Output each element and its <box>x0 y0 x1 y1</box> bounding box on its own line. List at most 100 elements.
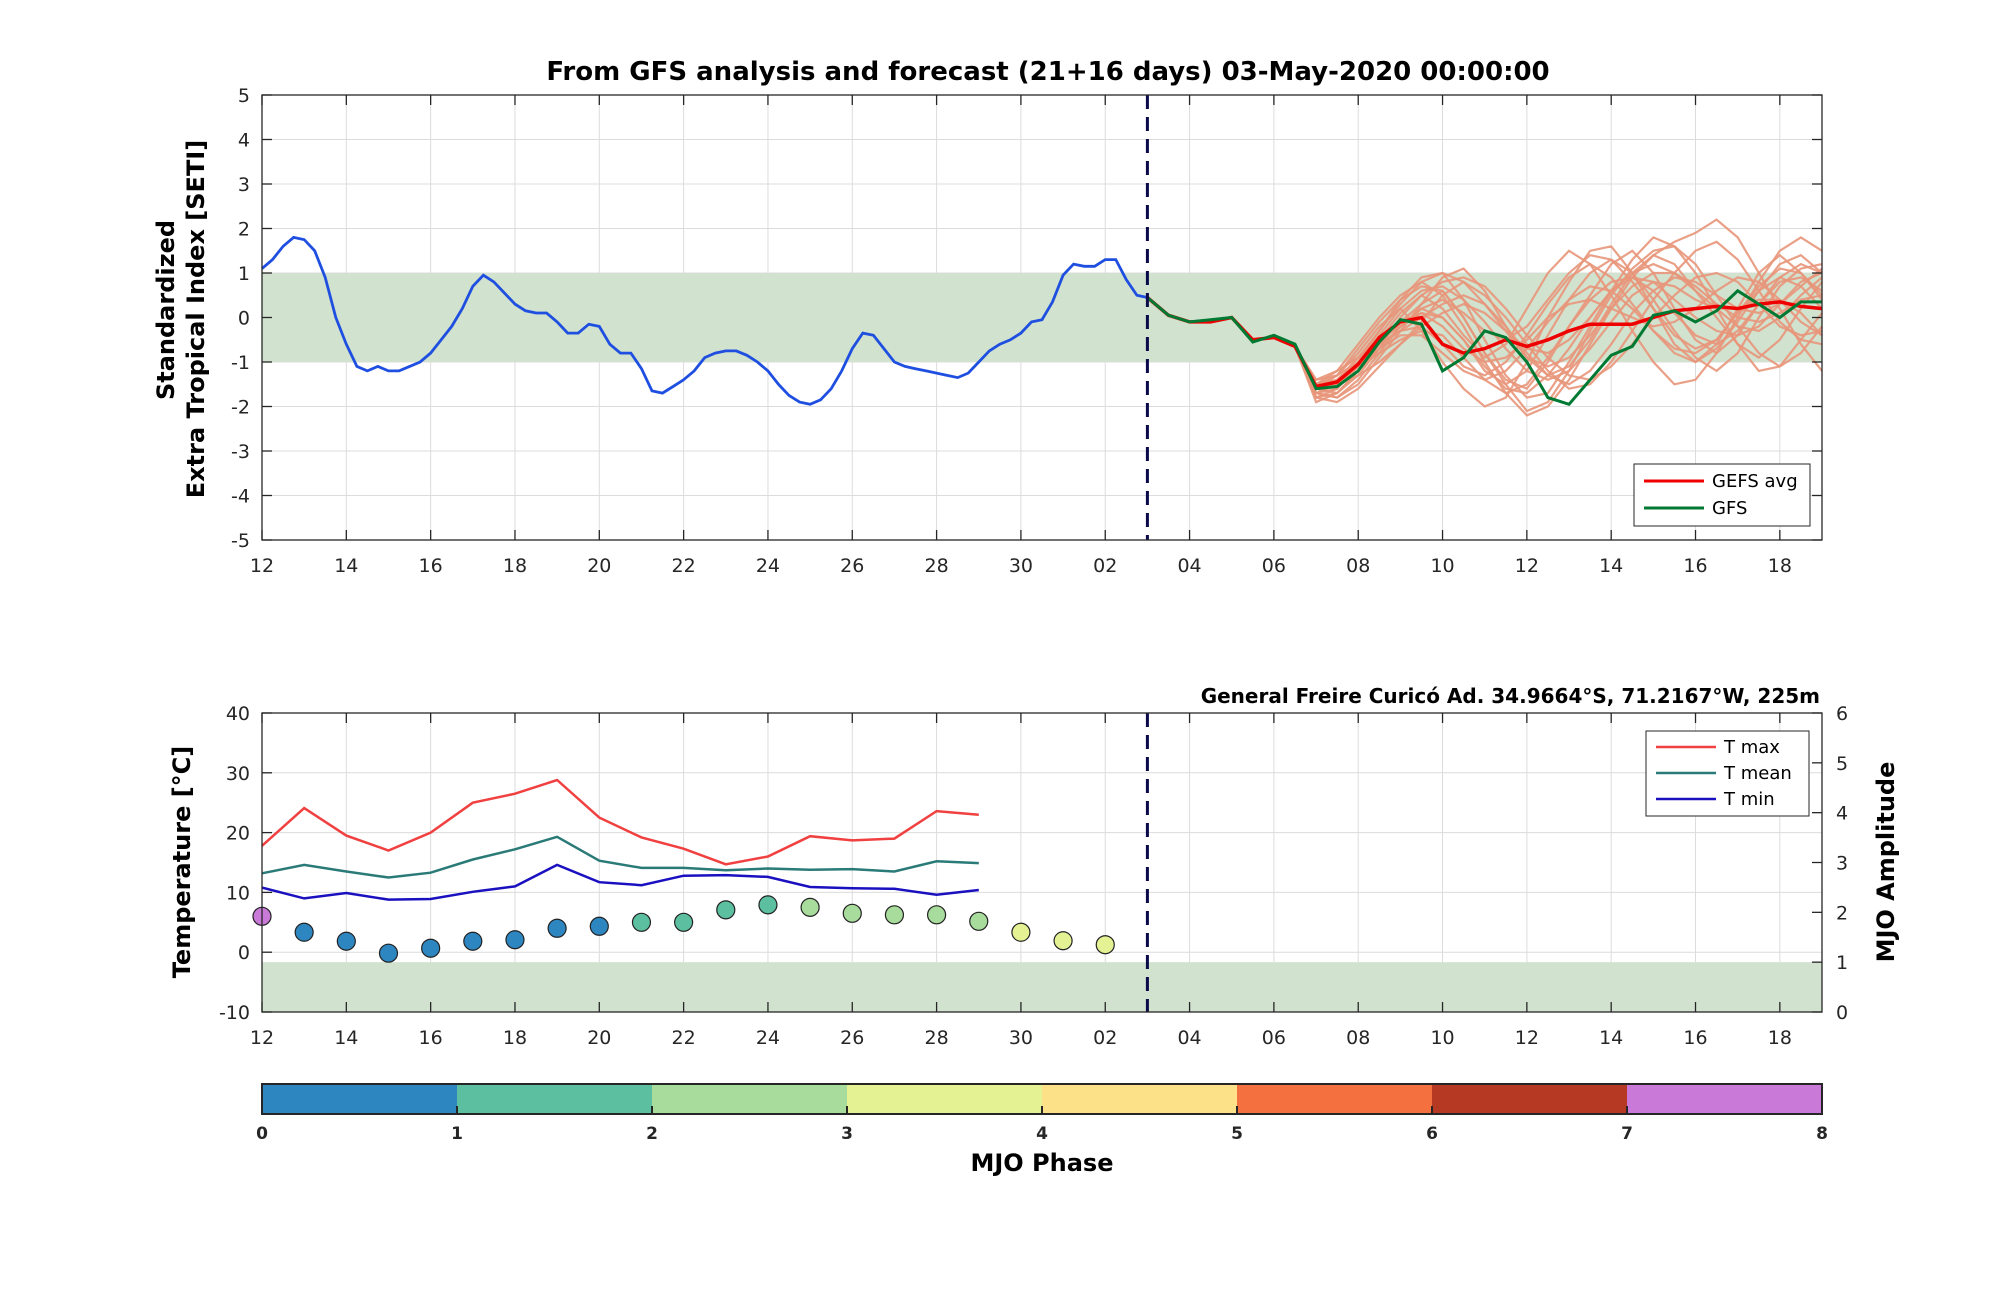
y-right-tick-label: 3 <box>1836 853 1848 875</box>
mjo-points <box>252 895 1115 963</box>
mjo-point <box>884 905 905 925</box>
y-right-tick-label: 6 <box>1836 703 1848 725</box>
colorbar-tick-label: 5 <box>1231 1124 1243 1144</box>
mjo-point <box>842 903 862 923</box>
x-tick-label: 12 <box>250 1027 274 1049</box>
colorbar-tick-label: 0 <box>256 1124 268 1144</box>
y-tick-label: 20 <box>226 823 250 845</box>
x-tick-label: 30 <box>1009 1027 1033 1049</box>
mjo-point <box>758 895 778 915</box>
x-tick-label: 24 <box>756 1027 780 1049</box>
seti-y-ticks: -5 -4 -3 -2 -1 0 1 2 3 4 5 <box>231 85 1822 552</box>
x-tick-label: 14 <box>334 555 358 577</box>
legend-gfs-label: GFS <box>1712 498 1747 519</box>
mjo-phase-colorbar: 0 1 2 3 4 5 6 7 8 MJO Phase <box>256 1083 1828 1177</box>
colorbar-tick-label: 2 <box>646 1124 658 1144</box>
mjo-point <box>421 938 441 958</box>
x-tick-label: 10 <box>1430 555 1454 577</box>
mjo-point <box>716 900 736 920</box>
y-tick-label: 4 <box>238 130 250 152</box>
x-tick-label: 16 <box>1683 1027 1707 1049</box>
x-tick-label: 28 <box>925 1027 949 1049</box>
temperature-y-ticks: -10 0 10 20 30 40 <box>219 703 272 1024</box>
y-tick-label: 0 <box>238 942 250 964</box>
temperature-x-ticks: 12 14 16 18 20 22 24 26 28 30 02 04 06 08 10 12 14 16 18 <box>250 713 1792 1049</box>
legend-gefs-avg-label: GEFS avg <box>1712 471 1798 492</box>
mjo-amplitude-ylabel: MJO Amplitude <box>1872 762 1900 963</box>
gfs-forecast-line <box>1146 288 1822 407</box>
mjo-point <box>1095 935 1115 955</box>
mjo-point <box>294 922 314 942</box>
mjo-point <box>800 897 820 917</box>
mjo-point <box>1053 931 1073 951</box>
x-tick-label: 18 <box>503 1027 527 1049</box>
seti-x-ticks: 12 14 16 18 20 22 24 26 28 30 02 04 06 08 10 12 14 16 18 <box>250 95 1792 577</box>
x-tick-label: 14 <box>1599 555 1623 577</box>
x-tick-label: 14 <box>1599 1027 1623 1049</box>
y-tick-label: -1 <box>231 352 250 374</box>
x-tick-label: 12 <box>1515 1027 1539 1049</box>
chart-title: From GFS analysis and forecast (21+16 da… <box>546 57 1549 87</box>
seti-legend-box <box>1633 463 1811 527</box>
mjo-amplitude-y-ticks: 0 1 2 3 4 5 6 <box>1812 703 1848 1024</box>
y-tick-label: -4 <box>231 486 250 508</box>
colorbar-tick-label: 6 <box>1426 1124 1438 1144</box>
x-tick-label: 28 <box>925 555 949 577</box>
y-tick-label: 1 <box>238 263 250 285</box>
y-tick-label: 30 <box>226 763 250 785</box>
x-tick-label: 04 <box>1177 555 1201 577</box>
colorbar-cell <box>652 1084 848 1114</box>
x-tick-label: 16 <box>1683 555 1707 577</box>
colorbar-cell <box>457 1084 653 1114</box>
mjo-point <box>926 905 947 925</box>
legend-tmean-label: T mean <box>1723 763 1792 784</box>
x-tick-label: 08 <box>1346 555 1370 577</box>
mjo-point <box>505 930 525 950</box>
temperature-legend: T max T mean T min <box>1645 730 1810 817</box>
y-tick-label: 40 <box>226 703 250 725</box>
colorbar-tick-label: 8 <box>1816 1124 1828 1144</box>
x-tick-label: 24 <box>756 555 780 577</box>
mjo-point <box>1011 922 1031 942</box>
x-tick-label: 18 <box>1768 1027 1792 1049</box>
x-tick-label: 26 <box>840 555 864 577</box>
x-tick-label: 02 <box>1093 555 1117 577</box>
colorbar-tick-label: 1 <box>451 1124 463 1144</box>
tmax-line <box>261 778 979 866</box>
y-tick-label: 3 <box>238 174 250 196</box>
colorbar-cell <box>1627 1084 1823 1114</box>
x-tick-label: 06 <box>1262 555 1286 577</box>
station-label: General Freire Curicó Ad. 34.9664°S, 71.… <box>1201 684 1820 708</box>
y-right-tick-label: 4 <box>1836 803 1848 825</box>
colorbar-cell <box>1042 1084 1238 1114</box>
mjo-point <box>336 931 356 951</box>
legend-tmax-label: T max <box>1723 737 1780 758</box>
y-tick-label: -10 <box>219 1002 250 1024</box>
mjo-weak-band <box>262 962 1822 1012</box>
y-tick-label: 5 <box>238 85 250 107</box>
x-tick-label: 16 <box>419 555 443 577</box>
mjo-point <box>631 912 652 932</box>
x-tick-label: 18 <box>503 555 527 577</box>
x-tick-label: 26 <box>840 1027 864 1049</box>
x-tick-label: 20 <box>587 555 611 577</box>
x-tick-label: 04 <box>1177 1027 1201 1049</box>
colorbar-label: MJO Phase <box>970 1149 1113 1177</box>
colorbar-tick-label: 4 <box>1036 1124 1048 1144</box>
colorbar-cell <box>262 1084 458 1114</box>
seti-panel: From GFS analysis and forecast (21+16 da… <box>152 57 1823 577</box>
colorbar-cell <box>847 1084 1043 1114</box>
x-tick-label: 08 <box>1346 1027 1370 1049</box>
x-tick-label: 02 <box>1093 1027 1117 1049</box>
x-tick-label: 16 <box>419 1027 443 1049</box>
y-tick-label: 0 <box>238 308 250 330</box>
mjo-point <box>378 943 399 963</box>
y-right-tick-label: 1 <box>1836 952 1848 974</box>
temperature-panel: General Freire Curicó Ad. 34.9664°S, 71.… <box>168 684 1900 1049</box>
x-tick-label: 06 <box>1262 1027 1286 1049</box>
x-tick-label: 22 <box>672 1027 696 1049</box>
y-right-tick-label: 2 <box>1836 902 1848 924</box>
gfs-analysis-line <box>261 235 1148 406</box>
x-tick-label: 12 <box>250 555 274 577</box>
